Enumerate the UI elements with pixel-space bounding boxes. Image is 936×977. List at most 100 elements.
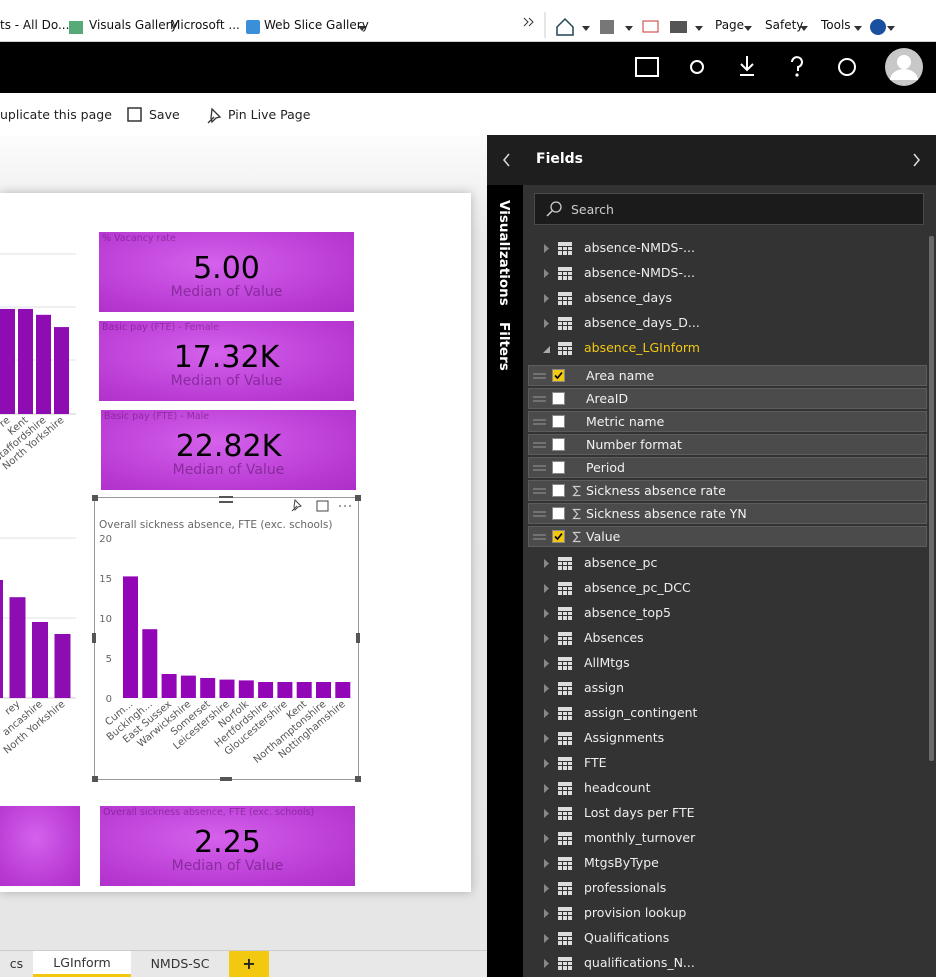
feedback-icon[interactable] [838,58,856,76]
checkbox[interactable] [552,438,566,452]
table-row[interactable]: assign [523,676,928,701]
search-box[interactable]: Search [534,193,924,225]
checkbox[interactable] [552,530,566,544]
table-row[interactable]: qualifications_N... [523,951,928,976]
table-lines [558,886,572,895]
favorite-link[interactable]: Web Slice Gallery [264,18,369,32]
menu-item[interactable]: Tools [821,18,851,32]
page-tab[interactable]: cs [9,956,24,971]
action-button[interactable]: Pin Live Page [228,107,311,122]
table-row[interactable]: absence_pc [523,551,928,576]
table-box [558,832,572,845]
table-row[interactable]: MtgsByType [523,851,928,876]
favorite-link[interactable]: Microsoft ... [170,18,240,32]
add-page-tab[interactable]: + [229,951,269,977]
table-box [558,857,572,870]
menu-item[interactable]: Page [715,18,745,32]
table-icon [558,807,572,820]
table-row[interactable]: headcount [523,776,928,801]
menu-item[interactable]: Safety [765,18,804,32]
field-row[interactable]: Number format [528,434,927,455]
table-row[interactable]: absence-NMDS-... [523,261,928,286]
sigma [572,531,581,543]
table-row[interactable]: FTE [523,751,928,776]
sum-icon [572,508,581,520]
search-icon [546,201,562,217]
table-icon [558,857,572,870]
page-tab[interactable]: NMDS-SC [150,956,210,971]
field-row[interactable]: Metric name [528,411,927,432]
checkbox[interactable] [552,484,566,498]
scrollbar[interactable] [929,236,934,761]
table-row[interactable]: absence_top5 [523,601,928,626]
action-button[interactable]: uplicate this page [0,107,112,122]
visual-header-icons[interactable] [291,498,351,512]
table-name: absence-NMDS-... [584,240,695,255]
page-tab[interactable]: LGInform [33,951,131,977]
table-row[interactable]: professionals [523,876,928,901]
card[interactable]: % Vacancy rate 5.00 Median of Value [99,232,354,312]
settings-icon[interactable] [690,60,704,74]
card[interactable]: Overall sickness absence, FTE (exc. scho… [100,806,355,886]
table-icon [558,832,572,845]
table-lines [558,861,572,870]
arrow [544,584,549,593]
table-icon [558,267,572,280]
visualizations-tab[interactable]: Visualizations [496,200,512,306]
expand-arrow [544,269,549,278]
action-bar: uplicate this page Save Pin Live Page [0,93,487,135]
bar [0,308,15,414]
table-row[interactable]: Lost days per FTE [523,801,928,826]
table-row[interactable]: AllMtgs [523,651,928,676]
card-value: 22.82K [175,429,282,464]
table-row[interactable]: absence-NMDS-... [523,236,928,261]
field-row[interactable]: Period [528,457,927,478]
card[interactable]: Basic pay (FTE) - Male 22.82K Median of Va… [101,410,356,490]
filters-tab[interactable]: Filters [496,322,512,371]
table-box [558,242,572,255]
card[interactable]: Basic pay (FTE) - Female 17.32K Median of … [99,321,354,401]
print-icon [670,21,687,33]
field-row[interactable]: Sickness absence rate YN [528,503,927,524]
favorite-link[interactable]: Visuals Gallery [89,18,178,32]
table-row[interactable]: absence_pc_DCC [523,576,928,601]
fullscreen-icon[interactable] [635,57,659,77]
field-row[interactable]: Area name [528,365,927,386]
field-row[interactable]: AreaID [528,388,927,409]
arrow [544,784,549,793]
favorite-link[interactable]: ts - All Do... [0,18,70,32]
table-name: qualifications_N... [584,955,695,970]
download-icon[interactable] [740,56,754,76]
expand-arrow [544,244,549,253]
action-button[interactable]: Save [149,107,180,122]
checkbox-box [552,507,565,520]
table-row[interactable]: provision lookup [523,901,928,926]
checkbox[interactable] [552,507,566,521]
expand-arrow[interactable] [913,153,920,167]
help-icon[interactable] [791,56,803,71]
table-row[interactable]: absence_LGInform [523,336,928,361]
checkbox[interactable] [552,415,566,429]
page-tabs: cs LGInform NMDS-SC + [0,950,487,977]
field-row[interactable]: Value [528,526,927,547]
field-row[interactable]: Sickness absence rate [528,480,927,501]
checkbox[interactable] [552,369,566,383]
table-row[interactable]: assign_contingent [523,701,928,726]
arrow [544,709,549,718]
table-box [558,757,572,770]
table-name: absence_pc [584,555,658,570]
table-row[interactable]: Qualifications [523,926,928,951]
table-row[interactable]: monthly_turnover [523,826,928,851]
table-row[interactable]: absence_days [523,286,928,311]
table-row[interactable]: Assignments [523,726,928,751]
checkbox[interactable] [552,461,566,475]
collapse-arrow[interactable] [503,153,510,167]
visual-frame[interactable] [94,497,359,780]
table-icon [558,582,572,595]
table-lines [558,661,572,670]
checkbox[interactable] [552,392,566,406]
table-row[interactable]: absence_days_D... [523,311,928,336]
table-box [558,907,572,920]
table-row[interactable]: Absences [523,626,928,651]
